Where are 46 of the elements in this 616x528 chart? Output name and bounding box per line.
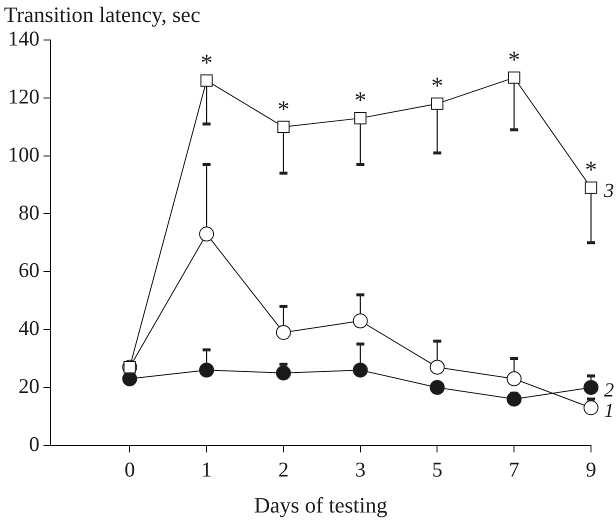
- annotation: *: [354, 88, 366, 114]
- y-axis-title: Transition latency, sec: [4, 2, 201, 27]
- y-tick-label: 0: [29, 432, 40, 456]
- y-tick-label: 60: [18, 258, 40, 282]
- x-tick-label: 1: [201, 458, 212, 482]
- point: [584, 182, 598, 194]
- annotation: *: [277, 96, 290, 123]
- point: [122, 371, 138, 386]
- y-tick-label: 40: [18, 316, 40, 340]
- annotation: *: [585, 158, 597, 184]
- point: [352, 313, 368, 328]
- point: [276, 324, 291, 340]
- point: [584, 400, 598, 416]
- point: [352, 362, 368, 378]
- point: [430, 360, 445, 375]
- point: [200, 74, 213, 87]
- y-tick-label: 140: [8, 26, 40, 51]
- y-tick-label: 80: [18, 200, 40, 224]
- series-label: 1: [604, 400, 614, 422]
- point: [277, 120, 290, 134]
- point: [276, 366, 291, 381]
- point: [430, 380, 445, 395]
- x-tick-label: 2: [278, 458, 289, 482]
- x-tick-label: 0: [124, 458, 135, 482]
- series-label: 2: [604, 380, 614, 402]
- annotation: *: [200, 50, 213, 77]
- point: [506, 371, 522, 386]
- point: [354, 112, 367, 124]
- x-axis-title: Days of testing: [254, 492, 388, 518]
- annotation: *: [431, 74, 444, 100]
- series-label: 3: [603, 180, 614, 202]
- point: [431, 98, 444, 110]
- x-tick-label: 7: [508, 458, 520, 482]
- point: [506, 392, 522, 407]
- y-tick-label: 120: [8, 84, 40, 108]
- y-tick-label: 100: [8, 142, 40, 166]
- point: [124, 361, 136, 374]
- annotation: *: [508, 48, 520, 74]
- point: [199, 226, 214, 242]
- x-tick-label: 9: [586, 458, 596, 482]
- x-tick-label: 5: [432, 458, 442, 482]
- point: [508, 71, 520, 84]
- y-tick-label: 20: [18, 374, 40, 398]
- x-tick-label: 3: [355, 458, 366, 482]
- point: [199, 362, 214, 378]
- point: [584, 380, 598, 395]
